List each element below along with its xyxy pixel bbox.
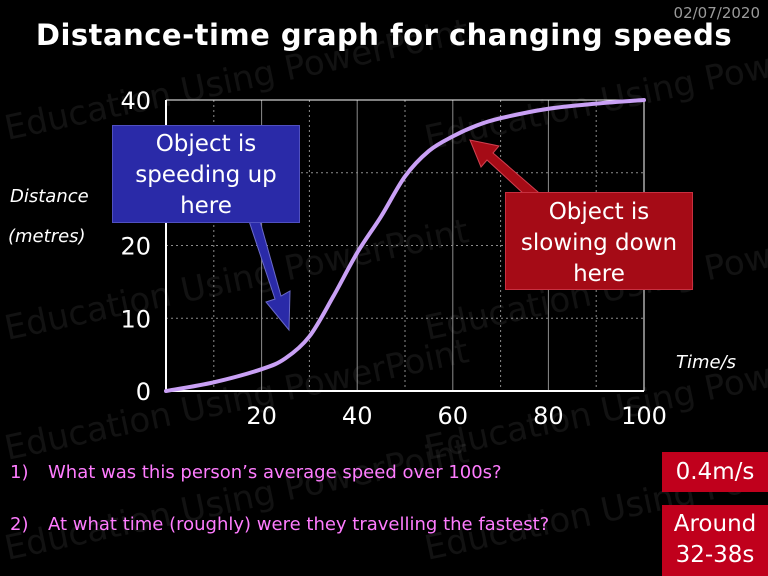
x-tick-label: 100 <box>621 402 667 430</box>
answer-2-box: Around 32-38s <box>662 505 768 576</box>
slowing-down-callout-text: Object is slowing down here <box>520 199 678 287</box>
answer-2-line-2: 32-38s <box>675 542 755 568</box>
x-tick-label: 80 <box>533 402 564 430</box>
question-1-text: What was this person’s average speed ove… <box>48 462 502 483</box>
question-1: 1) What was this person’s average speed o… <box>10 462 502 483</box>
answer-1-text: 0.4m/s <box>675 459 755 485</box>
speeding-up-callout-text: Object is speeding up here <box>135 131 277 219</box>
page-title: Distance-time graph for changing speeds <box>35 18 733 52</box>
y-tick-label: 10 <box>120 305 151 333</box>
x-axis-label: Time/s <box>676 352 737 373</box>
y-axis-label-unit: (metres) <box>8 226 86 247</box>
answer-2-line-1: Around <box>673 511 757 537</box>
date-stamp: 02/07/2020 <box>673 4 760 22</box>
x-tick-label: 60 <box>438 402 469 430</box>
y-tick-label: 20 <box>120 233 151 261</box>
answer-1-box: 0.4m/s <box>662 452 768 492</box>
question-2-number: 2) <box>10 514 29 535</box>
distance-curve <box>164 98 646 393</box>
question-2: 2) At what time (roughly) were they trave… <box>10 514 549 535</box>
y-tick-label: 40 <box>120 87 151 115</box>
question-1-number: 1) <box>10 462 29 483</box>
x-tick-label: 40 <box>342 402 373 430</box>
y-tick-label: 0 <box>136 378 151 406</box>
x-tick-label: 20 <box>246 402 277 430</box>
chart-tick-labels: 20 40 60 80 100 0 10 20 40 <box>120 87 666 430</box>
speeding-up-callout: Object is speeding up here <box>112 125 300 223</box>
speeding-up-arrow-icon <box>247 213 291 332</box>
y-axis-label: Distance <box>10 186 89 207</box>
question-2-text: At what time (roughly) were they travell… <box>48 514 550 535</box>
slowing-down-callout: Object is slowing down here <box>505 192 693 290</box>
